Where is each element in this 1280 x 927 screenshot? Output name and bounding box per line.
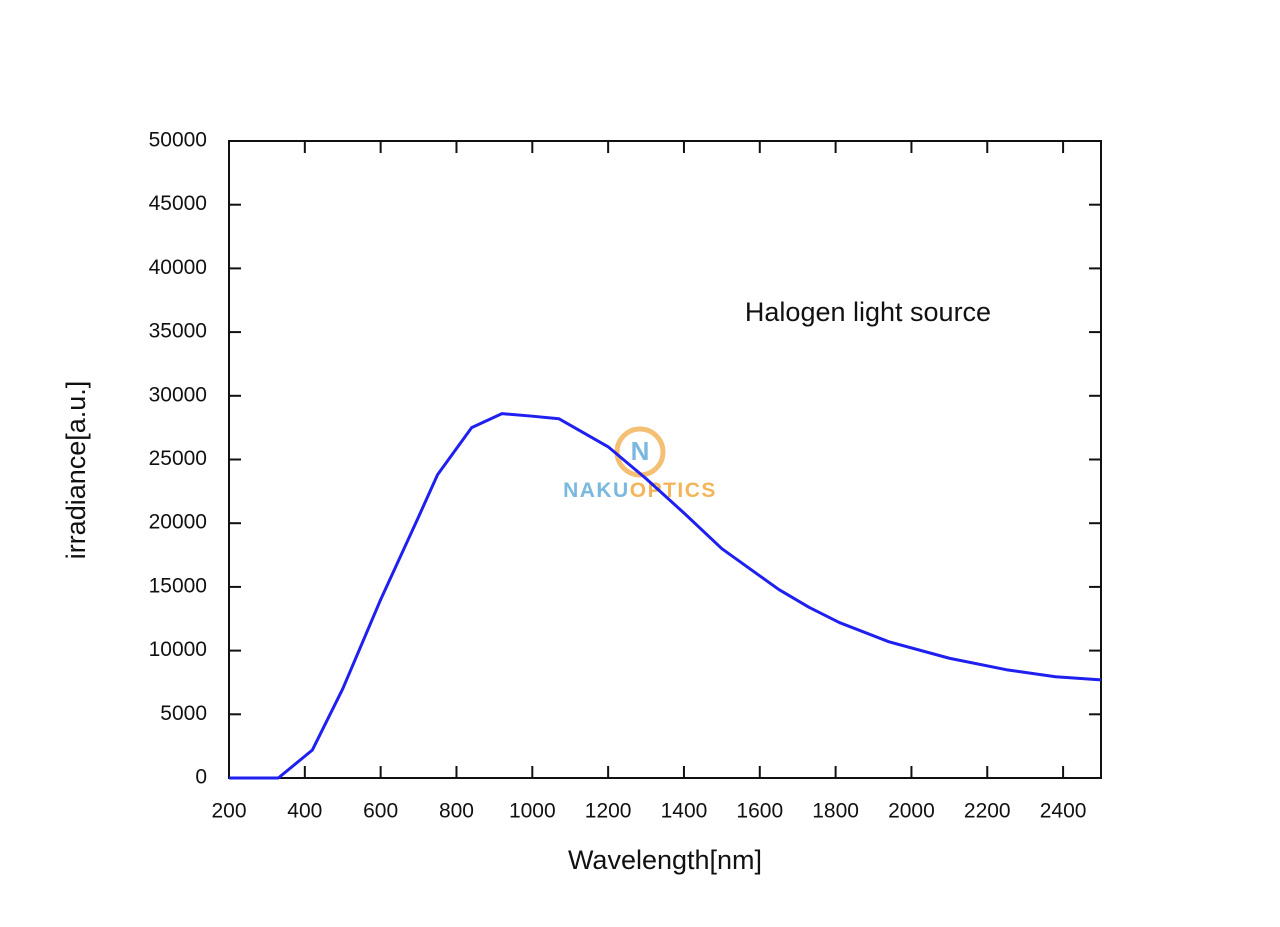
x-tick-label: 1000 (509, 800, 556, 823)
watermark-part: NAKU (563, 479, 630, 502)
watermark-part: OPTICS (630, 479, 717, 502)
y-tick-label: 5000 (160, 702, 207, 725)
y-tick-label: 45000 (149, 192, 207, 215)
watermark: NAKUOPTICS (563, 479, 717, 502)
x-tick-label: 600 (363, 800, 398, 823)
y-tick-label: 50000 (149, 129, 207, 152)
x-tick-label: 1800 (812, 800, 859, 823)
x-tick-label: 1600 (736, 800, 783, 823)
x-tick-label: 2400 (1040, 800, 1087, 823)
plot-frame (228, 140, 1102, 779)
logo-letter: N (631, 436, 650, 466)
y-tick-label: 10000 (149, 638, 207, 661)
x-tick-label: 800 (439, 800, 474, 823)
y-tick-label: 30000 (149, 383, 207, 406)
y-tick-label: 15000 (149, 574, 207, 597)
x-tick-label: 400 (287, 800, 322, 823)
y-tick-label: 20000 (149, 511, 207, 534)
x-tick-label: 1400 (661, 800, 708, 823)
y-tick-label: 0 (195, 766, 207, 789)
y-axis-label: irradiance[a.u.] (61, 381, 91, 560)
x-tick-label: 2000 (888, 800, 935, 823)
y-tick-label: 35000 (149, 320, 207, 343)
x-tick-label: 2200 (964, 800, 1011, 823)
data-line (229, 412, 1102, 780)
annotation: Halogen light source (745, 297, 991, 327)
x-tick-label: 1200 (585, 800, 632, 823)
y-tick-label: 25000 (149, 447, 207, 470)
x-axis-label: Wavelength[nm] (568, 845, 762, 875)
y-tick-label: 40000 (149, 256, 207, 279)
x-tick-label: 200 (211, 800, 246, 823)
